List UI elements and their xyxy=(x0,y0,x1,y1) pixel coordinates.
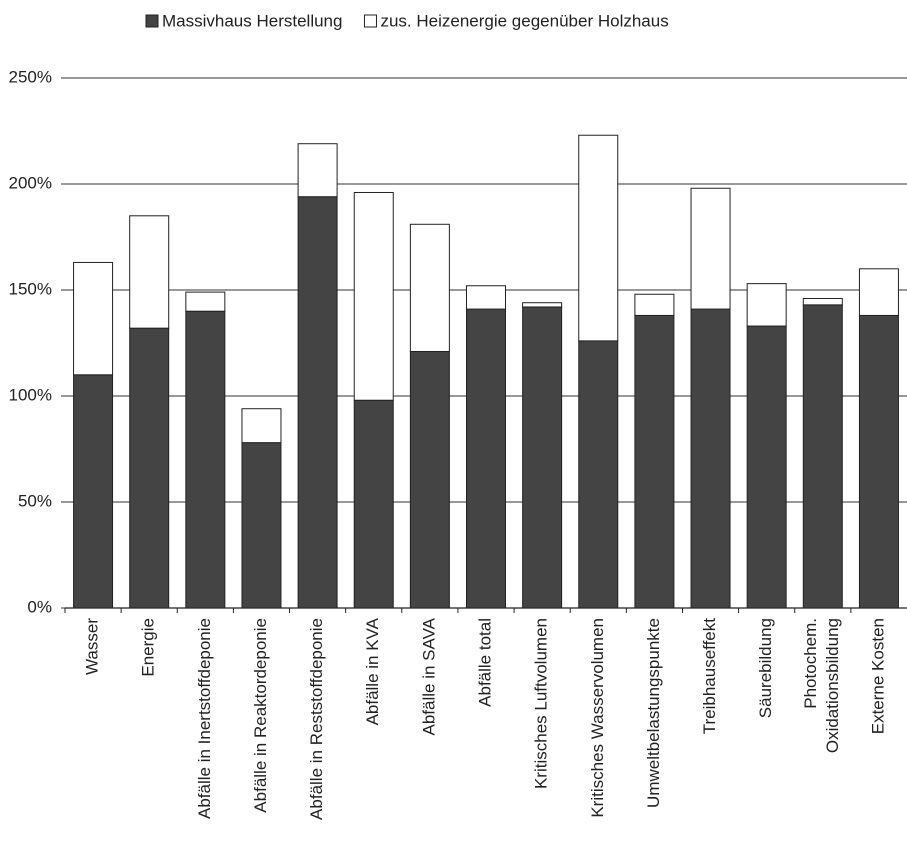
x-tick-label: Kritisches Luftvolumen xyxy=(532,618,551,789)
bar-segment xyxy=(858,314,899,609)
x-tick-label: Abfälle total xyxy=(475,618,494,707)
y-tick-label: 150% xyxy=(9,279,52,298)
bar-segment xyxy=(746,325,787,609)
x-tick-label: Kritisches Wasservolumen xyxy=(588,618,607,818)
bar-segment xyxy=(185,291,226,312)
x-tick-label: Abfälle in Reaktordeponie xyxy=(251,618,270,813)
x-tick-label: Abfälle in Inertstoffdeponie xyxy=(195,618,214,819)
legend-swatch xyxy=(145,14,159,28)
bar-segment xyxy=(522,302,563,308)
y-tick-label: 250% xyxy=(9,67,52,86)
legend-swatch xyxy=(363,14,377,28)
bar-segment xyxy=(746,283,787,327)
bar-segment xyxy=(129,327,170,609)
x-tick-label: Treibhauseffekt xyxy=(700,618,719,735)
x-tick-label: Energie xyxy=(139,618,158,677)
bar-segment xyxy=(690,308,731,609)
bar-segment xyxy=(409,350,450,609)
bar-segment xyxy=(73,374,114,609)
x-tick-label: Abfälle in KVA xyxy=(363,617,382,725)
bar-segment xyxy=(578,134,619,342)
bar-segment xyxy=(353,399,394,609)
y-tick-label: 200% xyxy=(9,173,52,192)
x-tick-label: Umweltbelastungspunkte xyxy=(644,618,663,808)
legend-label: Massivhaus Herstellung xyxy=(162,11,342,30)
x-tick-label: Wasser xyxy=(83,618,102,675)
y-tick-label: 100% xyxy=(9,385,52,404)
bar-segment xyxy=(466,285,506,310)
bar-segment xyxy=(409,223,450,352)
bar-segment xyxy=(522,306,563,609)
bar-segment xyxy=(802,304,843,609)
bar-segment xyxy=(578,340,619,609)
bar-segment xyxy=(129,215,170,329)
y-tick-label: 50% xyxy=(18,491,52,510)
bar-segment xyxy=(241,408,282,444)
bar-segment xyxy=(858,268,899,316)
legend-label: zus. Heizenergie gegenüber Holzhaus xyxy=(380,11,668,30)
bar-segment xyxy=(297,196,338,609)
bar-segment xyxy=(634,293,675,316)
bar-segment xyxy=(185,310,226,609)
bar-segment xyxy=(353,191,394,401)
bar-segment xyxy=(73,261,114,376)
bar-segment xyxy=(634,314,675,609)
x-tick-label: Externe Kosten xyxy=(868,618,887,734)
bar-segment xyxy=(802,297,843,306)
bar-segment xyxy=(241,442,282,609)
x-tick-label: Abfälle in SAVA xyxy=(419,617,438,735)
x-tick-label: Photochem. Oxidationsbildung xyxy=(801,618,842,753)
bar-segment xyxy=(297,143,338,198)
bar-segment xyxy=(690,187,731,310)
bar-segment xyxy=(466,308,506,609)
y-tick-label: 0% xyxy=(27,597,52,616)
x-tick-label: Säurebildung xyxy=(756,618,775,718)
x-tick-label: Abfälle in Reststoffdeponie xyxy=(307,618,326,820)
